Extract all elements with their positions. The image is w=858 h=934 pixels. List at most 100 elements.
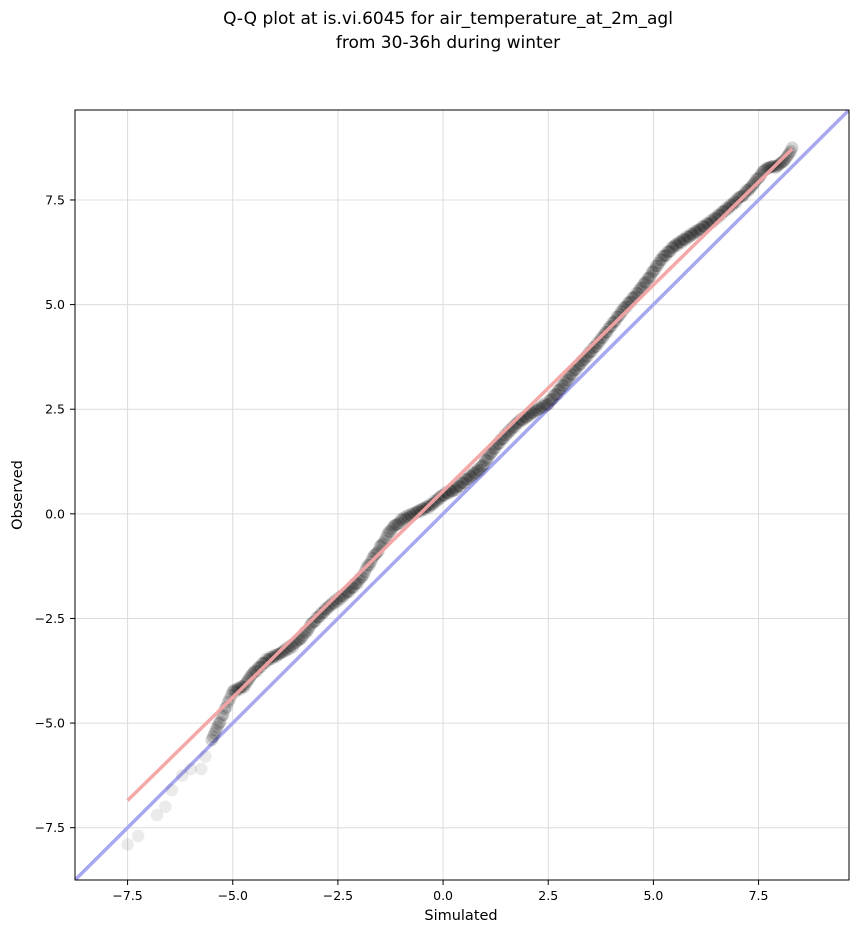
- qq-point: [644, 269, 657, 283]
- qq-point: [394, 513, 408, 526]
- qq-point: [673, 235, 687, 248]
- qq-point: [679, 233, 692, 247]
- qq-point: [596, 331, 610, 345]
- qq-point: [684, 227, 698, 240]
- qq-point: [774, 156, 788, 170]
- y-tick-label: 2.5: [45, 402, 65, 417]
- chart-title: Q-Q plot at is.vi.6045 for air_temperatu…: [223, 9, 673, 29]
- qq-point: [243, 671, 256, 685]
- x-tick-label: 7.5: [749, 888, 769, 903]
- qq-point: [780, 150, 793, 164]
- qq-point: [278, 643, 292, 656]
- qq-point: [304, 618, 318, 631]
- qq-point: [547, 389, 561, 402]
- y-tick-label: 7.5: [45, 192, 65, 207]
- qq-point: [655, 253, 669, 267]
- qq-point: [532, 401, 546, 415]
- qq-point: [677, 232, 691, 246]
- x-tick-label: 2.5: [538, 888, 558, 903]
- qq-point: [474, 460, 488, 473]
- chart-subtitle: from 30-36h during winter: [336, 33, 560, 53]
- qq-point: [382, 525, 396, 539]
- qq-point: [388, 518, 402, 532]
- qq-point: [381, 528, 394, 541]
- qq-point: [159, 800, 172, 814]
- qq-point: [429, 495, 443, 509]
- qq-point: [763, 161, 777, 174]
- plot-frame: [74, 109, 850, 881]
- qq-point: [721, 202, 735, 216]
- qq-point: [399, 512, 412, 526]
- qq-point: [613, 308, 627, 322]
- qq-point: [397, 511, 411, 524]
- qq-point: [666, 241, 680, 255]
- x-tick-label: −2.5: [323, 888, 353, 903]
- qq-point: [669, 237, 683, 251]
- qq-point: [531, 403, 544, 417]
- qq-point: [554, 382, 568, 395]
- qq-point: [121, 838, 134, 851]
- qq-point: [645, 265, 659, 279]
- qq-point: [697, 220, 711, 233]
- qq-point: [550, 388, 563, 401]
- qq-point: [555, 378, 569, 392]
- y-axis-label: Observed: [10, 460, 26, 530]
- qq-point: [641, 272, 655, 285]
- qq-point: [670, 239, 684, 252]
- qq-point: [473, 463, 486, 477]
- qq-point: [467, 466, 481, 479]
- qq-point: [640, 276, 653, 289]
- y-axis-ticks: −7.5 −5.0 −2.5 0.0 2.5 5.0 7.5: [35, 192, 75, 835]
- qq-point: [205, 733, 219, 747]
- qq-point: [131, 829, 145, 843]
- qq-point: [732, 191, 746, 204]
- qq-point: [654, 253, 667, 266]
- qq-point: [213, 715, 227, 729]
- qq-point: [540, 398, 554, 412]
- qq-point: [229, 685, 242, 698]
- qq-point: [523, 408, 537, 422]
- qq-point: [274, 646, 287, 660]
- qq-point: [642, 271, 656, 285]
- qq-point: [471, 462, 485, 476]
- qq-point: [379, 531, 393, 545]
- qq-point: [534, 402, 547, 415]
- qq-point: [212, 717, 226, 730]
- quantile-points: [121, 141, 799, 851]
- qq-point: [773, 157, 786, 171]
- qq-point: [464, 470, 478, 484]
- qq-point: [560, 373, 573, 387]
- qq-point: [390, 518, 403, 531]
- qq-point: [385, 522, 399, 536]
- qq-point: [680, 230, 694, 243]
- qq-point: [764, 160, 778, 174]
- qq-point: [209, 723, 223, 737]
- qq-point: [460, 472, 474, 486]
- x-tick-label: 0.0: [433, 888, 453, 903]
- qq-point: [689, 224, 702, 238]
- qq-point: [466, 468, 479, 482]
- y-tick-label: −2.5: [35, 611, 65, 626]
- qq-point: [557, 379, 570, 392]
- qq-point: [694, 223, 708, 236]
- qq-point: [220, 700, 233, 714]
- qq-point: [462, 472, 475, 485]
- qq-point: [748, 175, 762, 189]
- qq-point: [722, 200, 736, 214]
- qq-point: [638, 275, 652, 289]
- qq-point: [484, 447, 498, 461]
- qq-point: [659, 249, 673, 262]
- qq-point: [463, 469, 477, 483]
- qq-point: [165, 783, 179, 797]
- qq-point: [676, 233, 690, 247]
- qq-point: [546, 392, 559, 406]
- identity-reference-line: [75, 110, 849, 880]
- qq-point: [481, 451, 495, 465]
- qq-point: [683, 229, 697, 243]
- qq-point: [656, 249, 670, 263]
- qq-point: [431, 493, 444, 507]
- qq-point: [254, 660, 268, 674]
- qq-point: [634, 281, 648, 294]
- qq-point: [262, 652, 276, 666]
- y-tick-label: −5.0: [35, 716, 65, 731]
